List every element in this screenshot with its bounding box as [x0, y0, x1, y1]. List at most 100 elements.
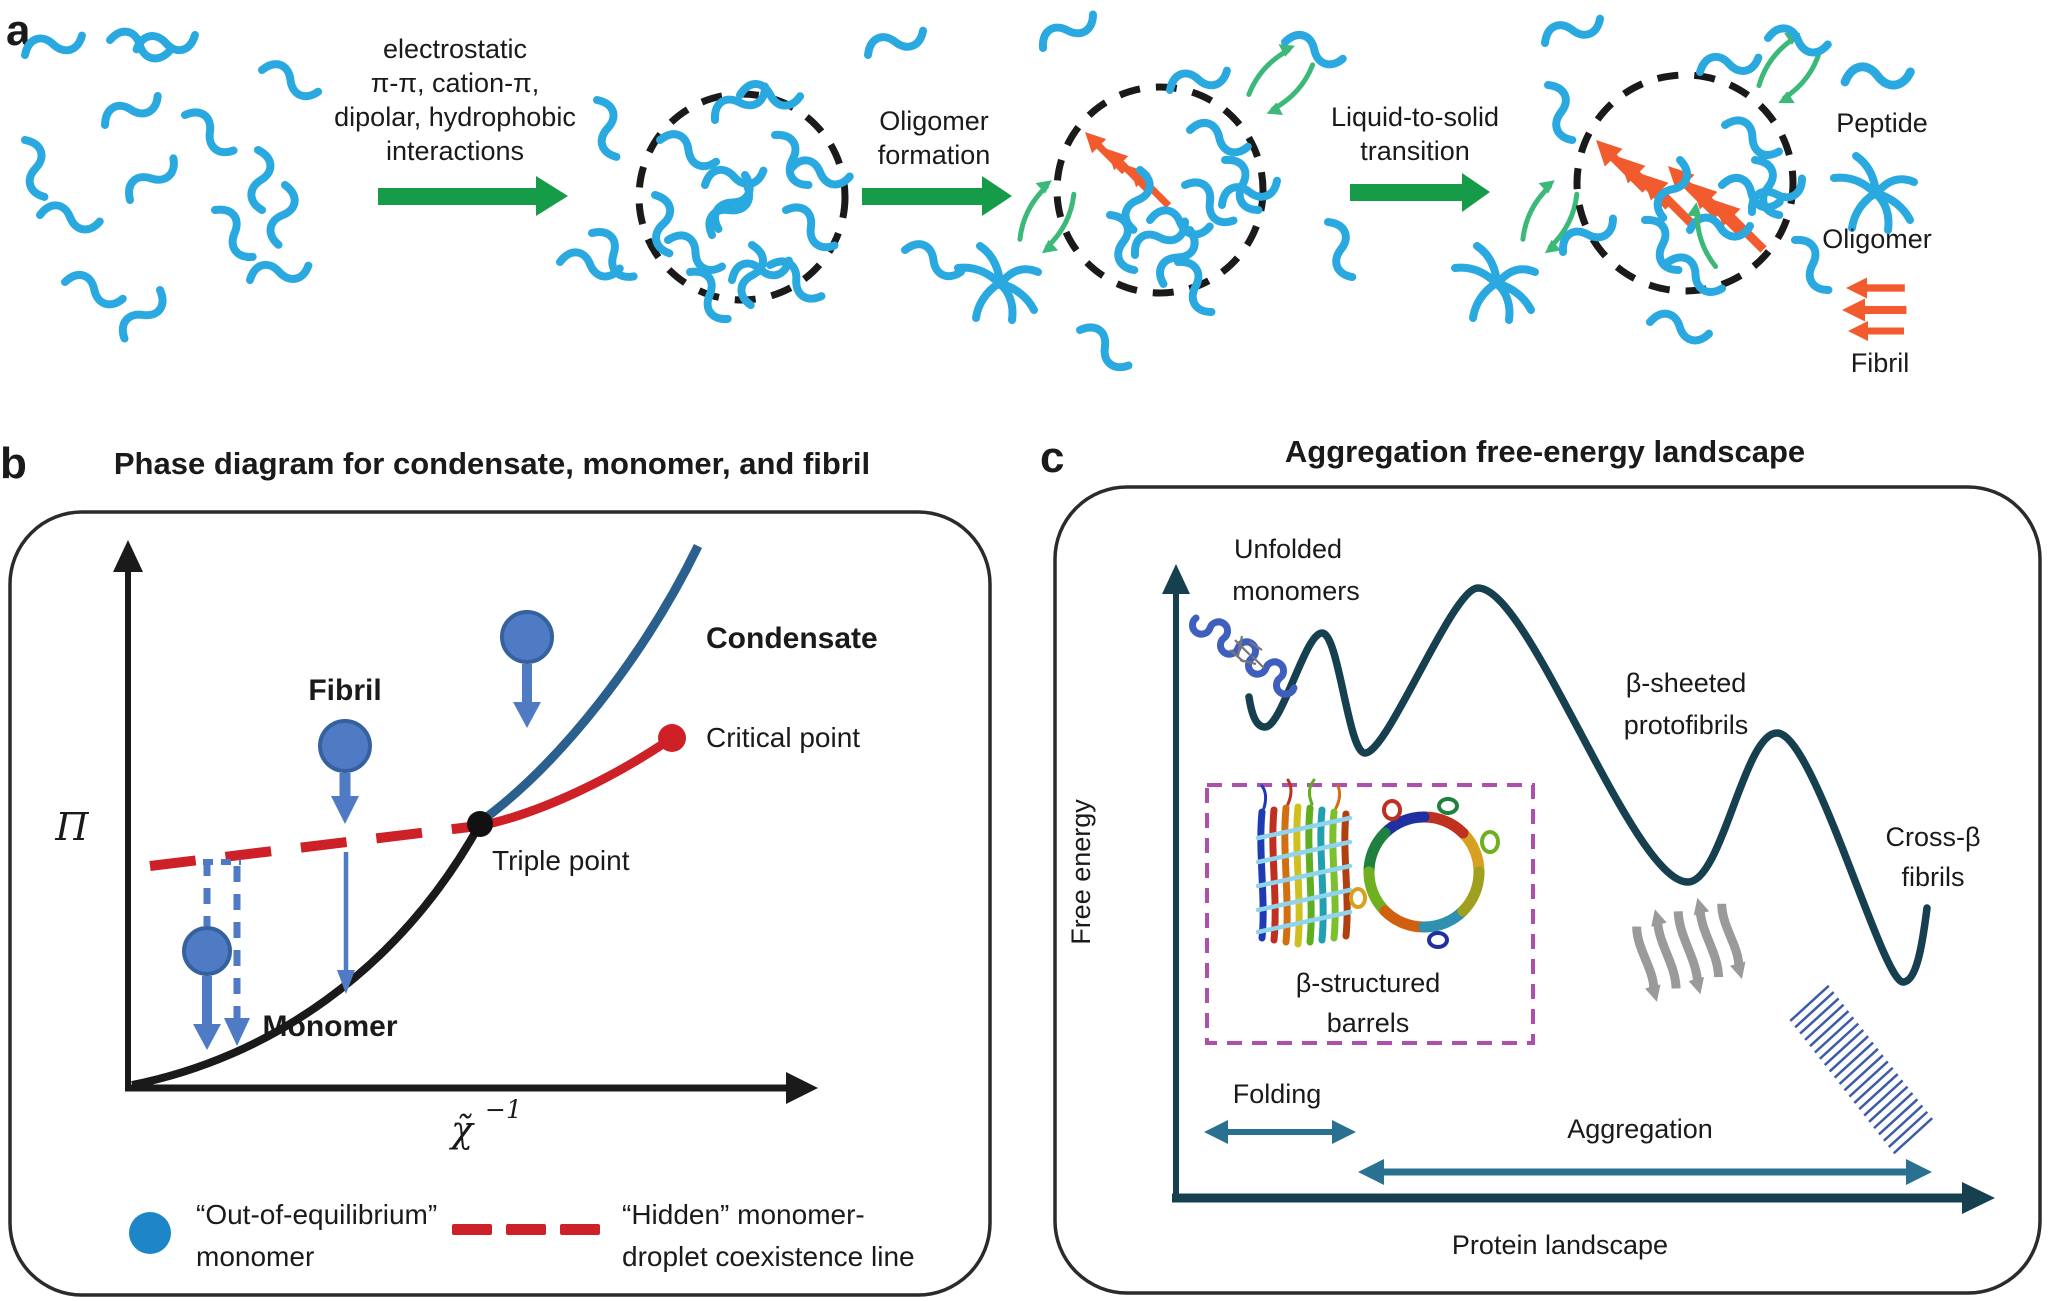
- legend-hidden-line-2: droplet coexistence line: [622, 1241, 915, 1272]
- interaction-line-1: electrostatic: [383, 34, 527, 64]
- peptide-icon: [657, 129, 719, 172]
- unfolded-monomers-label-1: Unfolded: [1234, 534, 1342, 564]
- oligomer-icon: [1455, 246, 1535, 320]
- panel-c-title: Aggregation free-energy landscape: [1285, 434, 1805, 469]
- fibril-legend-label: Fibril: [1851, 348, 1910, 378]
- protein-landscape-arrowhead: [1962, 1182, 1995, 1214]
- folding-label: Folding: [1233, 1079, 1322, 1109]
- condensate-region-label: Condensate: [706, 622, 878, 655]
- barrel-lattice-icon: [1255, 778, 1353, 948]
- interaction-label: electrostatic π-π, cation-π, dipolar, hy…: [334, 34, 576, 166]
- critical-point-dot: [658, 724, 686, 752]
- quench-group-left: [182, 859, 250, 1050]
- peptide-icon: [1172, 256, 1218, 317]
- monomer-drop-circle: [318, 719, 372, 773]
- panel-c-border: [1053, 485, 2042, 1295]
- peptide-icon: [210, 203, 260, 263]
- quench-group-middle: [318, 719, 372, 994]
- triple-point-dot: [467, 811, 493, 837]
- panel-c: c Aggregation free-energy landscape Free…: [1040, 433, 2042, 1295]
- exchange-arrows-icon: [999, 169, 1095, 265]
- panel-b-border: [8, 510, 992, 1297]
- fibril-region-label: Fibril: [308, 674, 381, 707]
- oligomer-formation-line-1: Oligomer: [879, 106, 989, 136]
- interaction-line-2: π-π, cation-π,: [371, 68, 539, 98]
- barrels-label-1: β-structured: [1296, 968, 1441, 998]
- fibril-seed-icons: [1077, 124, 1176, 213]
- landscape-axes: Free energy Protein landscape: [1066, 564, 1995, 1260]
- liquid-to-solid-arrow: [1350, 173, 1490, 212]
- panel-a: a electrostatic π-π, cation-π, dipolar, …: [6, 6, 1932, 378]
- liquid-to-solid-label: Liquid-to-solid transition: [1331, 102, 1499, 166]
- condensation-arrow: [378, 176, 568, 216]
- barrel-ring-icon: [1349, 797, 1500, 949]
- protein-landscape-axis-label: Protein landscape: [1452, 1230, 1668, 1260]
- free-energy-axis-arrowhead: [1162, 564, 1190, 594]
- oligomer-formation-arrow: [862, 176, 1012, 216]
- cross-beta-label-2: fibrils: [1901, 862, 1964, 892]
- cross-beta-label-1: Cross-β: [1885, 822, 1980, 852]
- interaction-line-3: dipolar, hydrophobic: [334, 102, 576, 132]
- panel-a-legend: Peptide Oligomer Fibril: [1822, 63, 1932, 378]
- legend-monomer-icon: [129, 1212, 171, 1254]
- peptide-icon: [259, 59, 321, 102]
- oligomer-icon: [958, 246, 1038, 320]
- x-axis-label: χ̃: [448, 1110, 475, 1151]
- liquid-to-solid-line-2: transition: [1360, 136, 1470, 166]
- peptide-icon: [1541, 11, 1604, 49]
- peptide-icon: [864, 23, 927, 61]
- peptide-icon: [782, 200, 840, 253]
- peptide-icon: [1076, 320, 1134, 373]
- peptide-icon: [685, 265, 735, 325]
- x-axis-arrowhead: [786, 1072, 818, 1104]
- peptide-icon: [902, 239, 964, 282]
- peptide-icon: [122, 152, 180, 205]
- fibril-legend-icon: [1842, 277, 1907, 341]
- legend-dash-icon: [452, 1224, 600, 1235]
- unfolded-monomer-icon: [1189, 614, 1298, 698]
- protofibril-icon: [1632, 897, 1746, 1002]
- condensate-binodal-curve: [477, 544, 703, 826]
- oligomer-legend-label: Oligomer: [1822, 224, 1932, 254]
- peptide-icon: [1542, 81, 1580, 144]
- aggregation-label: Aggregation: [1567, 1114, 1713, 1144]
- panel-b-legend: “Out-of-equilibrium” monomer “Hidden” mo…: [129, 1199, 915, 1272]
- beta-barrels-box: β-structured barrels: [1205, 778, 1535, 1045]
- peptide-icon: [591, 97, 625, 160]
- panel-b-title: Phase diagram for condensate, monomer, a…: [114, 446, 870, 481]
- legend-monomer-line-1: “Out-of-equilibrium”: [196, 1199, 437, 1230]
- peptide-field-left: [19, 27, 322, 343]
- panel-b: b Phase diagram for condensate, monomer,…: [0, 439, 992, 1297]
- peptide-icon: [181, 105, 239, 158]
- oligomer-formation-line-2: formation: [878, 140, 991, 170]
- peptide-icon: [251, 150, 270, 210]
- aggregation-range-arrow: [1358, 1159, 1932, 1185]
- peptide-icon: [702, 181, 755, 239]
- critical-point-label: Critical point: [706, 722, 860, 753]
- protofibrils-label-2: protofibrils: [1624, 710, 1749, 740]
- folding-range-arrow: [1204, 1120, 1356, 1144]
- peptide-icon: [1322, 218, 1360, 281]
- monomer-droplet-coexistence-curve: [479, 738, 669, 831]
- fibril-icons: [1587, 131, 1773, 259]
- oligomer-formation-label: Oligomer formation: [878, 106, 991, 170]
- peptide-icon: [116, 286, 169, 344]
- monomer-binodal-curve: [131, 822, 484, 1089]
- droplet-boundary: [1573, 71, 1797, 295]
- free-energy-landscape-curve: [1245, 584, 1931, 986]
- cross-beta-fibril-icon: [1789, 984, 1934, 1155]
- legend-monomer-line-2: monomer: [196, 1241, 314, 1272]
- condensate-droplet-3: [1573, 49, 1807, 297]
- free-energy-axis-label: Free energy: [1066, 799, 1096, 945]
- peptide-icon: [1181, 175, 1239, 228]
- peptide-legend-icon: [1844, 63, 1912, 90]
- peptide-icon: [63, 270, 126, 308]
- liquid-to-solid-line-1: Liquid-to-solid: [1331, 102, 1499, 132]
- condensate-droplet-2: [1053, 62, 1281, 317]
- barrels-dashed-border: [1205, 783, 1535, 1045]
- protofibrils-label-1: β-sheeted: [1626, 668, 1747, 698]
- interaction-line-4: interactions: [386, 136, 524, 166]
- peptide-icon: [19, 137, 53, 200]
- peptide-icon: [1037, 7, 1098, 53]
- peptide-icon: [1557, 211, 1618, 257]
